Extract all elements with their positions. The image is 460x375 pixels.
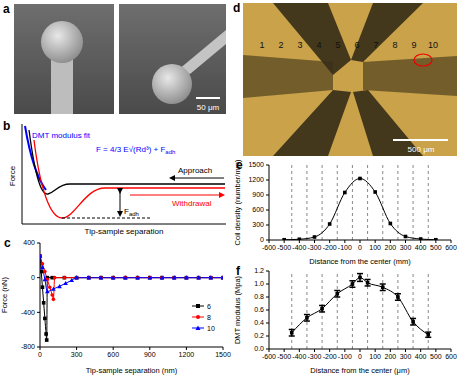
svg-text:1200: 1200: [248, 176, 264, 183]
svg-text:500 μm: 500 μm: [408, 145, 435, 154]
svg-text:300: 300: [400, 244, 412, 251]
svg-text:8: 8: [207, 314, 211, 321]
svg-text:600: 600: [107, 351, 119, 358]
svg-text:6: 6: [207, 303, 211, 310]
svg-text:F = 4/3 E√(Rd³) + Fadh: F = 4/3 E√(Rd³) + Fadh: [96, 145, 175, 155]
svg-text:-600: -600: [262, 244, 276, 251]
svg-text:-200: -200: [323, 353, 337, 360]
svg-text:-500: -500: [277, 353, 291, 360]
svg-text:1.0: 1.0: [254, 280, 264, 287]
svg-text:600: 600: [445, 244, 457, 251]
svg-text:100: 100: [369, 244, 381, 251]
svg-text:-100: -100: [338, 353, 352, 360]
svg-text:0.2: 0.2: [254, 332, 264, 339]
svg-text:10: 10: [428, 40, 438, 50]
svg-text:-600: -600: [262, 353, 276, 360]
svg-text:300: 300: [400, 353, 412, 360]
svg-text:Distance from the center (μm): Distance from the center (μm): [310, 366, 410, 375]
svg-text:0: 0: [38, 351, 42, 358]
svg-text:4: 4: [316, 40, 321, 50]
svg-text:Tip-sample separation: Tip-sample separation: [85, 227, 164, 236]
svg-text:0: 0: [358, 244, 362, 251]
svg-text:6: 6: [354, 40, 359, 50]
svg-text:1500: 1500: [215, 351, 231, 358]
svg-text:9: 9: [411, 40, 416, 50]
svg-text:3: 3: [297, 40, 302, 50]
svg-text:a: a: [3, 2, 10, 16]
svg-text:50 μm: 50 μm: [197, 103, 220, 112]
svg-text:600: 600: [445, 353, 457, 360]
svg-text:-100: -100: [338, 244, 352, 251]
svg-text:-200: -200: [323, 244, 337, 251]
svg-text:-300: -300: [307, 353, 321, 360]
svg-text:10: 10: [207, 325, 215, 332]
svg-text:d: d: [233, 1, 240, 15]
svg-text:100: 100: [369, 353, 381, 360]
svg-text:500: 500: [430, 244, 442, 251]
svg-text:-400: -400: [292, 353, 306, 360]
svg-text:1: 1: [259, 40, 264, 50]
svg-text:0.0: 0.0: [254, 345, 264, 352]
svg-text:-300: -300: [307, 244, 321, 251]
svg-text:200: 200: [384, 353, 396, 360]
html-text:f: f: [236, 264, 240, 278]
svg-text:-500: -500: [277, 244, 291, 251]
svg-text:400: 400: [415, 353, 427, 360]
svg-text:Withdrawal: Withdrawal: [172, 199, 212, 208]
svg-text:-400: -400: [292, 244, 306, 251]
svg-text:300: 300: [71, 351, 83, 358]
svg-text:500: 500: [430, 353, 442, 360]
svg-text:900: 900: [144, 351, 156, 358]
svg-text:200: 200: [384, 244, 396, 251]
svg-text:0: 0: [260, 236, 264, 243]
svg-text:0: 0: [358, 353, 362, 360]
svg-text:0.4: 0.4: [254, 319, 264, 326]
svg-text:0: 0: [31, 274, 35, 281]
svg-text:Coil density (number/mm): Coil density (number/mm): [233, 159, 242, 245]
svg-text:Force (nN): Force (nN): [0, 277, 9, 313]
svg-text:Tip-sample separation (nm): Tip-sample separation (nm): [86, 366, 178, 375]
svg-text:Approach: Approach: [178, 166, 212, 175]
svg-text:5: 5: [335, 40, 340, 50]
svg-text:DMT modulus fit: DMT modulus fit: [32, 131, 91, 140]
svg-text:1.2: 1.2: [254, 267, 264, 274]
svg-text:300: 300: [252, 221, 264, 228]
svg-text:Force: Force: [8, 165, 17, 186]
svg-text:Distance from the center (mm): Distance from the center (mm): [309, 257, 411, 266]
svg-text:400: 400: [23, 239, 35, 246]
svg-text:0.6: 0.6: [254, 306, 264, 313]
svg-text:1200: 1200: [179, 351, 195, 358]
svg-text:0.8: 0.8: [254, 293, 264, 300]
svg-text:b: b: [3, 119, 10, 133]
svg-text:-800: -800: [21, 343, 35, 350]
svg-text:7: 7: [373, 40, 378, 50]
svg-text:1500: 1500: [248, 161, 264, 168]
html-text:c: c: [4, 236, 11, 250]
svg-text:DMT modulus (Mpa): DMT modulus (Mpa): [233, 275, 242, 344]
svg-text:2: 2: [278, 40, 283, 50]
svg-text:-400: -400: [21, 309, 35, 316]
svg-text:Fadh: Fadh: [124, 207, 139, 217]
svg-text:8: 8: [392, 40, 397, 50]
svg-text:400: 400: [415, 244, 427, 251]
svg-text:900: 900: [252, 191, 264, 198]
svg-text:600: 600: [252, 206, 264, 213]
